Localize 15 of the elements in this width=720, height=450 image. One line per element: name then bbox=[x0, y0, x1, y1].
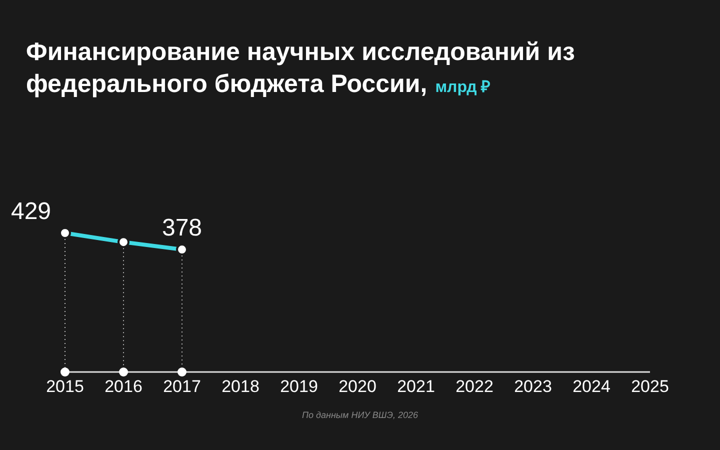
text: По данным НИУ ВШЭ, 2026 bbox=[301, 410, 419, 420]
x-tick-label: 2021 bbox=[397, 377, 435, 396]
x-tick-label: 2017 bbox=[163, 377, 201, 396]
data-label: 429 bbox=[10, 198, 52, 225]
x-tick-label: 2018 bbox=[222, 377, 260, 396]
x-tick-label: 2023 bbox=[514, 377, 552, 396]
x-tick-label: 2015 bbox=[46, 377, 84, 396]
chart-subtitle: млрд ₽ bbox=[435, 79, 490, 96]
x-tick-label: 2020 bbox=[338, 377, 376, 396]
x-tick-label: 2025 bbox=[631, 377, 669, 396]
x-tick-label: 2019 bbox=[280, 377, 318, 396]
x-tick-label: 2024 bbox=[572, 377, 610, 396]
x-tick-label: 2022 bbox=[456, 377, 494, 396]
x-tick-label: 2016 bbox=[104, 377, 142, 396]
data-label: 378 bbox=[162, 214, 202, 242]
